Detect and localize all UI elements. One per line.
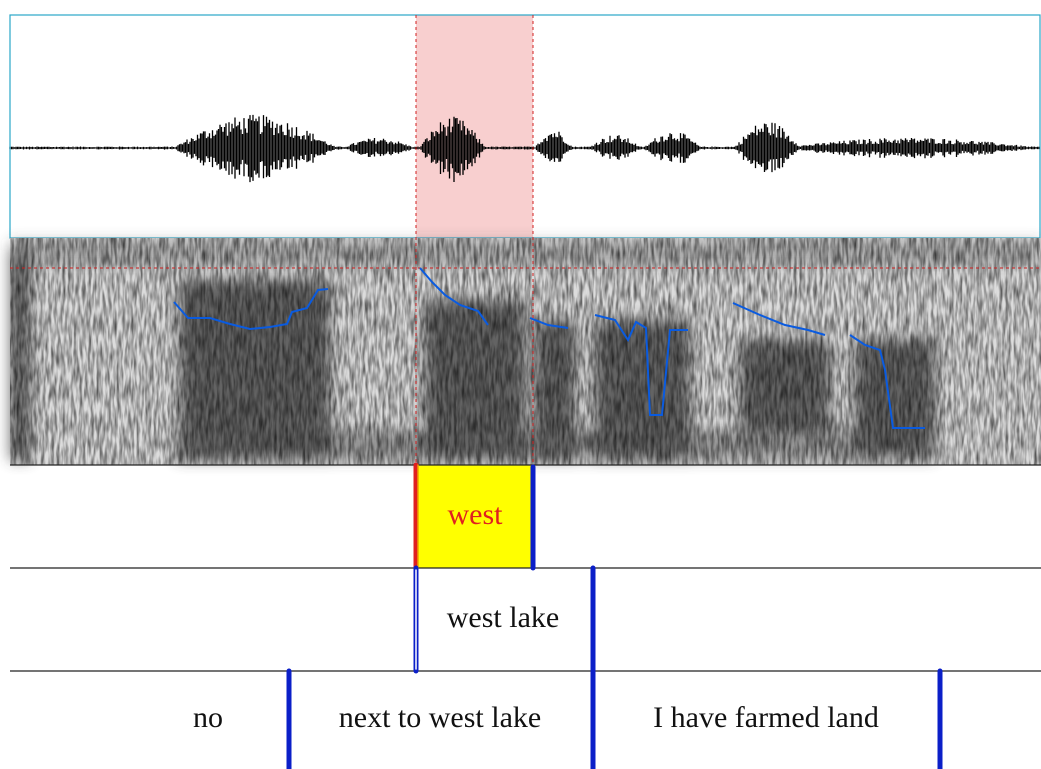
page: west west lake no next to west lake I ha… xyxy=(0,0,1041,769)
selection xyxy=(416,15,533,238)
interval-label[interactable]: no xyxy=(193,701,223,734)
interval-label[interactable]: next to west lake xyxy=(339,701,541,734)
interval-label[interactable]: west lake xyxy=(447,601,559,634)
annotation-editor: west west lake no next to west lake I ha… xyxy=(0,0,1041,769)
spectrogram xyxy=(10,238,1041,465)
interval-label[interactable]: west xyxy=(448,498,504,531)
interval-label[interactable]: I have farmed land xyxy=(653,701,879,734)
